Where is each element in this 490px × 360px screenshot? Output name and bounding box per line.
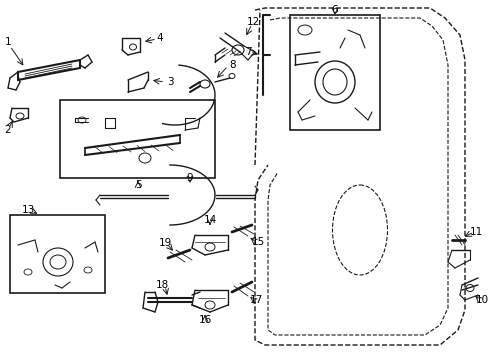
- Text: 8: 8: [230, 60, 236, 70]
- Bar: [10, 215, 105, 293]
- Text: 15: 15: [251, 237, 265, 247]
- Text: 10: 10: [475, 295, 489, 305]
- Text: 13: 13: [22, 205, 35, 215]
- Text: 17: 17: [249, 295, 263, 305]
- Text: 6: 6: [332, 5, 338, 15]
- Text: 7: 7: [245, 47, 251, 57]
- Text: 3: 3: [167, 77, 173, 87]
- Text: 2: 2: [5, 125, 11, 135]
- Text: 14: 14: [203, 215, 217, 225]
- Text: 4: 4: [157, 33, 163, 43]
- Text: 1: 1: [5, 37, 11, 47]
- Text: 18: 18: [155, 280, 169, 290]
- Text: 19: 19: [158, 238, 172, 248]
- Bar: [60, 100, 215, 178]
- Text: 9: 9: [187, 173, 194, 183]
- Text: 12: 12: [246, 17, 260, 27]
- Text: 16: 16: [198, 315, 212, 325]
- Text: 11: 11: [469, 227, 483, 237]
- Text: 5: 5: [135, 180, 141, 190]
- Bar: [290, 15, 380, 130]
